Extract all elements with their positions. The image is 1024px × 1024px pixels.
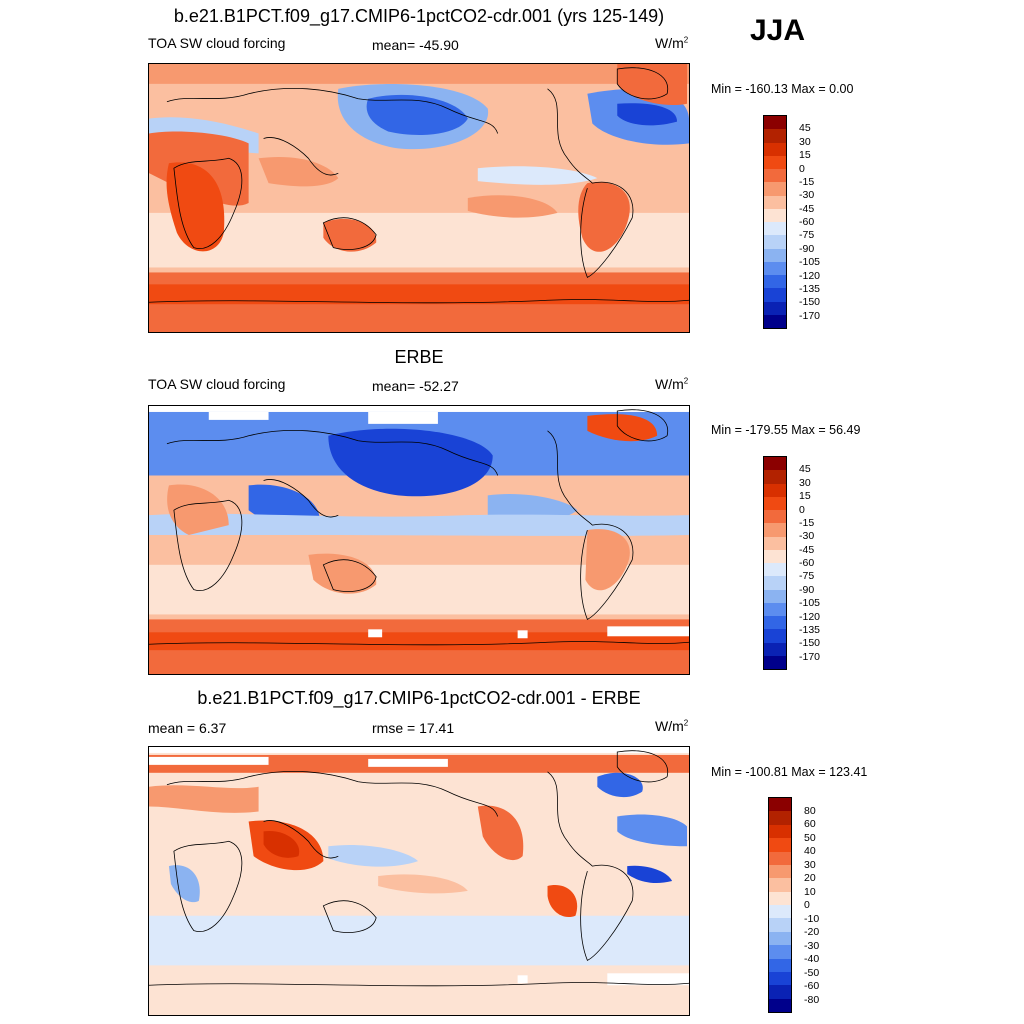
panel1-contour-field [149,64,689,332]
colorbar-label: -45 [799,543,815,556]
colorbar-label: 0 [799,503,805,516]
panel2-units: W/m2 [655,376,689,392]
colorbar-label: -75 [799,570,815,583]
colorbar-label: -10 [804,912,820,925]
panel2-variable-label: TOA SW cloud forcing [148,376,286,392]
colorbar-label: -60 [799,216,815,228]
panel1-minmax: Min = -160.13 Max = 0.00 [711,82,854,96]
colorbar-label: -150 [799,637,821,650]
panel3-minmax: Min = -100.81 Max = 123.41 [711,765,868,779]
colorbar-label: 50 [804,831,816,844]
panel1-mean: mean= -45.90 [372,37,459,53]
colorbar-label: 15 [799,490,811,503]
panel1-units: W/m2 [655,35,689,51]
colorbar-label: -135 [799,623,821,636]
colorbar-label: -75 [799,229,815,242]
colorbar-label: -30 [799,189,815,202]
colorbar-label: -60 [804,980,820,992]
colorbar-label: -135 [799,282,821,295]
colorbar-label: 15 [799,149,811,162]
colorbar-label: 30 [799,476,811,489]
panel2-minmax: Min = -179.55 Max = 56.49 [711,423,861,437]
colorbar-label: -45 [799,202,815,215]
panel3-rmse: rmse = 17.41 [372,720,455,736]
colorbar-label: 45 [799,122,811,135]
panel3-colorbar [768,797,792,1013]
colorbar-label: -170 [799,650,821,663]
panel1-title: b.e21.B1PCT.f09_g17.CMIP6-1pctCO2-cdr.00… [173,6,665,26]
colorbar-label: 10 [804,885,816,898]
colorbar-label: -120 [799,269,821,282]
colorbar-label: 20 [804,872,816,884]
colorbar-label: 80 [804,804,816,817]
colorbar-label: 0 [804,899,810,911]
colorbar-label: 30 [804,858,816,871]
colorbar-label: -120 [799,610,821,623]
colorbar-label: -150 [799,296,821,309]
colorbar-label: 40 [804,845,816,857]
colorbar-label: -90 [799,242,815,255]
colorbar-label: -15 [799,516,815,529]
panel3-contour-field [149,747,689,1015]
colorbar-label: 45 [799,463,811,476]
colorbar-label: 60 [804,818,816,830]
colorbar-label: -40 [804,953,820,965]
panel2-map [148,405,690,675]
colorbar-label: -60 [799,557,815,569]
panel1-variable-label: TOA SW cloud forcing [148,35,286,51]
panel1-map [148,63,690,333]
colorbar-label: 0 [799,162,805,175]
panel3-title: b.e21.B1PCT.f09_g17.CMIP6-1pctCO2-cdr.00… [197,688,641,708]
panel2-colorbar [763,456,787,670]
panel2-contour-field [149,406,689,674]
colorbar-label: -50 [804,966,820,979]
colorbar-label: -105 [799,597,821,610]
colorbar-label: -30 [804,939,820,952]
colorbar-label: -20 [804,926,820,938]
panel2-mean: mean= -52.27 [372,378,459,394]
panel3-units: W/m2 [655,718,689,734]
panel2-title: ERBE [394,347,444,367]
colorbar-label: -15 [799,175,815,188]
panel1-colorbar [763,115,787,329]
colorbar-label: -170 [799,309,821,322]
colorbar-label: 30 [799,135,811,148]
panel3-mean: mean = 6.37 [148,720,227,736]
colorbar-label: -80 [804,993,820,1006]
colorbar-label: -90 [799,583,815,596]
panel3-map [148,746,690,1016]
colorbar-label: -105 [799,256,821,269]
colorbar-label: -30 [799,530,815,543]
season-label: JJA [750,14,806,47]
